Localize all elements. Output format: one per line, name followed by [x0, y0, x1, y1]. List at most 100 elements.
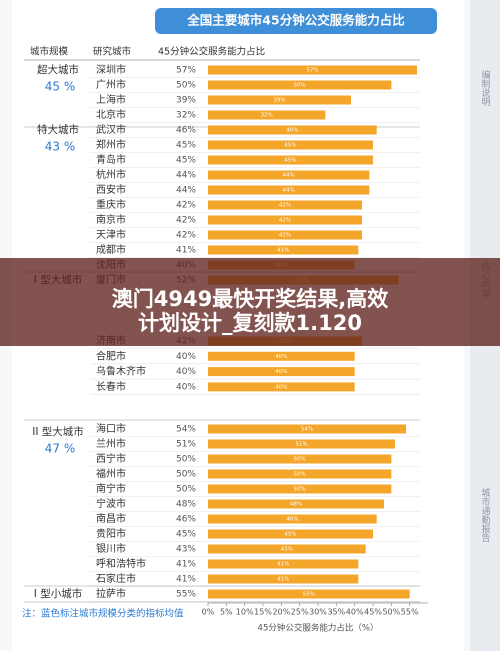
bar-label: 45% [284, 532, 296, 538]
bar [208, 544, 366, 554]
city-label: 上海市 [96, 93, 126, 106]
bar [208, 454, 392, 464]
city-label: 南京市 [96, 213, 126, 226]
bar-label: 57% [306, 68, 318, 74]
bar [208, 574, 359, 584]
x-axis-label: 45分钟公交服务能力占比（%） [258, 623, 379, 634]
column-header: 城市规模 [30, 46, 69, 58]
group-name: 超大城市 [37, 63, 79, 76]
bar [208, 185, 370, 195]
x-tick-label: 55% [401, 608, 419, 617]
city-label: 重庆市 [96, 198, 126, 211]
city-label: 银川市 [96, 542, 126, 555]
city-label: 杭州市 [96, 168, 126, 181]
value-text: 46% [176, 515, 196, 525]
bar [208, 170, 370, 180]
value-text: 48% [176, 500, 196, 510]
bar-label: 40% [275, 354, 287, 360]
value-text: 41% [176, 560, 196, 570]
group-name: II 型大城市 [32, 425, 84, 438]
value-text: 46% [176, 126, 196, 136]
value-text: 32% [176, 111, 196, 121]
title-box [155, 8, 437, 34]
x-tick-label: 40% [346, 608, 364, 617]
column-header: 研究城市 [93, 46, 132, 58]
bar [208, 230, 362, 240]
bar [208, 382, 355, 392]
value-text: 41% [176, 246, 196, 256]
bar-label: 54% [301, 427, 313, 433]
bar-label: 50% [294, 83, 306, 89]
value-text: 41% [176, 575, 196, 585]
bar [208, 245, 359, 255]
bar-label: 50% [294, 457, 306, 463]
bar-label: 50% [294, 472, 306, 478]
bar-label: 48% [290, 502, 302, 508]
note: 注：蓝色标注城市规模分类的指标均值 [22, 608, 184, 620]
bar-label: 40% [275, 369, 287, 375]
bar [208, 95, 351, 105]
bar [208, 469, 392, 479]
bar-label: 45% [284, 158, 296, 164]
city-label: 西宁市 [96, 452, 126, 465]
bar [208, 529, 373, 539]
value-text: 42% [176, 216, 196, 226]
bar [208, 484, 392, 494]
value-text: 44% [176, 171, 196, 181]
bar-label: 44% [283, 188, 295, 194]
bar [208, 439, 395, 449]
city-label: 宁波市 [96, 497, 126, 510]
bar [208, 65, 417, 75]
x-tick-label: 0% [202, 608, 215, 617]
value-text: 40% [176, 352, 196, 362]
city-label: 拉萨市 [96, 587, 126, 600]
x-tick-label: 25% [291, 608, 309, 617]
x-tick-label: 30% [309, 608, 327, 617]
x-tick-label: 50% [382, 608, 400, 617]
value-text: 50% [176, 470, 196, 480]
city-label: 贵阳市 [96, 527, 126, 540]
city-label: 青岛市 [96, 153, 126, 166]
sidebar-tab: 编制说明 [480, 69, 491, 107]
bar [208, 80, 392, 90]
bar-label: 51% [295, 442, 307, 448]
city-label: 北京市 [96, 108, 126, 121]
city-label: 合肥市 [96, 349, 126, 362]
x-tick-label: 15% [254, 608, 272, 617]
bar [208, 514, 377, 524]
city-label: 石家庄市 [96, 572, 136, 585]
value-text: 42% [176, 231, 196, 241]
value-text: 55% [176, 590, 196, 600]
value-text: 51% [176, 440, 196, 450]
city-label: 南昌市 [96, 512, 126, 525]
x-tick-label: 35% [327, 608, 345, 617]
city-label: 海口市 [96, 422, 126, 435]
sidebar-tab: 城市通勤报告 [480, 488, 491, 543]
bar-label: 46% [286, 517, 298, 523]
city-label: 成都市 [96, 243, 126, 256]
value-text: 39% [176, 96, 196, 106]
bar [208, 559, 359, 569]
bar [208, 155, 373, 165]
bar-label: 42% [279, 233, 291, 239]
value-text: 50% [176, 485, 196, 495]
title: 全国主要城市45分钟公交服务能力占比 [186, 13, 405, 28]
bar [208, 125, 377, 135]
value-text: 44% [176, 186, 196, 196]
x-tick-label: 20% [272, 608, 290, 617]
value-text: 43% [176, 545, 196, 555]
value-text: 45% [176, 156, 196, 166]
bar [208, 499, 384, 509]
bar-label: 43% [281, 547, 293, 553]
bar [208, 140, 373, 150]
bar-label: 45% [284, 143, 296, 149]
value-text: 54% [176, 425, 196, 435]
group-name: 特大城市 [37, 123, 79, 136]
bar-label: 41% [277, 248, 289, 254]
bar-label: 32% [261, 113, 273, 119]
city-label: 西安市 [96, 183, 126, 196]
city-label: 南宁市 [96, 482, 126, 495]
city-label: 天津市 [96, 228, 126, 241]
bar [208, 589, 410, 599]
